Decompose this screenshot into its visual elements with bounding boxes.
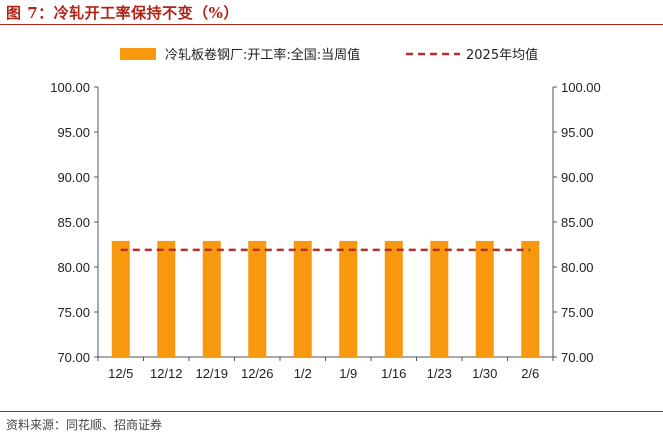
bar [111, 240, 130, 357]
bar [248, 240, 267, 357]
bar [339, 240, 358, 357]
bar [157, 240, 176, 357]
title-divider [0, 24, 663, 25]
y-tick-label-right: 90.00 [561, 170, 594, 185]
bar [202, 240, 221, 357]
x-tick-label: 2/6 [521, 366, 539, 381]
bar [384, 240, 403, 357]
bar [293, 240, 312, 357]
x-tick-label: 1/16 [381, 366, 406, 381]
x-tick-label: 1/30 [472, 366, 497, 381]
x-tick-label: 12/12 [150, 366, 183, 381]
y-tick-label-right: 100.00 [561, 80, 601, 95]
y-tick-label-left: 100.00 [50, 80, 90, 95]
y-tick-label-right: 95.00 [561, 125, 594, 140]
x-tick-label: 12/26 [241, 366, 274, 381]
y-tick-label-right: 80.00 [561, 260, 594, 275]
source-note: 资料来源：同花顺、招商证券 [6, 418, 163, 432]
legend-label-bar: 冷轧板卷钢厂:开工率:全国:当周值 [165, 47, 360, 63]
x-tick-label: 12/5 [108, 366, 133, 381]
bar [430, 240, 449, 357]
x-tick-label: 1/23 [427, 366, 452, 381]
y-tick-label-left: 75.00 [57, 305, 90, 320]
y-tick-label-left: 90.00 [57, 170, 90, 185]
chart: 100.00 100.00 95.00 95.00 90.00 90.00 85.00 85.… [50, 47, 601, 381]
legend-swatch-bar [120, 48, 156, 60]
footer-divider [0, 411, 663, 412]
bar [521, 240, 540, 357]
y-tick-label-left: 80.00 [57, 260, 90, 275]
y-tick-label-left: 70.00 [57, 350, 90, 365]
legend-label-line: 2025年均值 [466, 47, 538, 63]
chart-title: 图 7：冷轧开工率保持不变（%） [6, 4, 239, 22]
x-tick-label: 1/9 [339, 366, 357, 381]
bar [475, 240, 494, 357]
x-tick-label: 1/2 [294, 366, 312, 381]
y-tick-label-left: 85.00 [57, 215, 90, 230]
x-tick-label: 12/19 [195, 366, 228, 381]
y-tick-label-right: 85.00 [561, 215, 594, 230]
y-tick-label-right: 70.00 [561, 350, 594, 365]
y-tick-label-left: 95.00 [57, 125, 90, 140]
y-tick-label-right: 75.00 [561, 305, 594, 320]
